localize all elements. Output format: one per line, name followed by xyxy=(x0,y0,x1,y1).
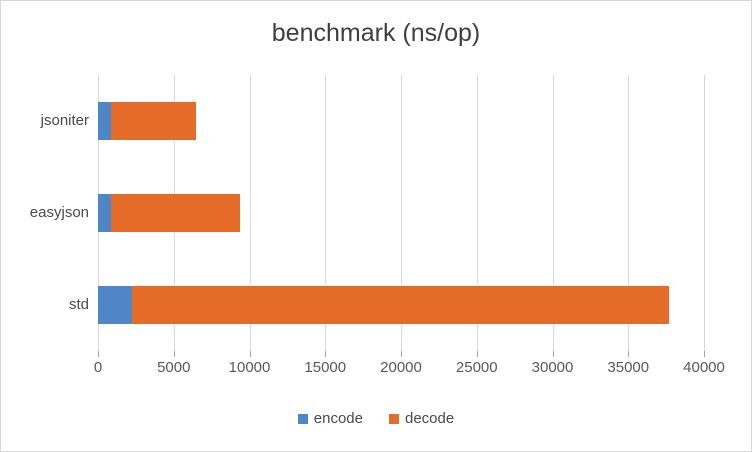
gridline xyxy=(476,75,478,351)
x-tick-label: 0 xyxy=(93,359,103,376)
axis-tick xyxy=(401,351,402,357)
category-label-std: std xyxy=(68,296,89,313)
stacked-bar-std xyxy=(98,286,670,324)
legend-swatch-decode xyxy=(389,413,399,424)
gridline xyxy=(704,75,705,351)
bar-segment-encode-std xyxy=(98,286,132,324)
gridline xyxy=(249,75,251,351)
bar-row-jsoniter xyxy=(98,75,704,167)
bar-segment-decode-std xyxy=(131,286,670,324)
x-tick-label: 5000 xyxy=(157,359,191,376)
x-tick-label: 15000 xyxy=(304,359,347,376)
axis-tick xyxy=(98,351,99,357)
x-tick-label: 35000 xyxy=(607,359,650,376)
stacked-bar-easyjson xyxy=(98,194,241,232)
legend-item-encode: encode xyxy=(297,410,363,427)
bar-segment-encode-jsoniter xyxy=(98,102,111,140)
axis-tick xyxy=(552,351,554,357)
gridline xyxy=(401,75,402,351)
axis-tick xyxy=(628,351,630,357)
axis-tick xyxy=(173,351,175,357)
plot-area xyxy=(98,75,705,357)
chart-title: benchmark (ns/op) xyxy=(271,19,481,47)
bar-segment-decode-easyjson xyxy=(111,194,241,232)
axis-tick xyxy=(476,351,478,357)
legend-label: decode xyxy=(405,410,455,427)
axis-tick xyxy=(249,351,251,357)
axis-tick xyxy=(704,351,705,357)
bar-row-easyjson xyxy=(98,167,704,259)
x-tick-label: 10000 xyxy=(228,359,271,376)
x-tick-label: 30000 xyxy=(531,359,574,376)
legend: encode decode xyxy=(1,410,751,427)
category-label-jsoniter: jsoniter xyxy=(40,112,89,129)
x-tick-label: 20000 xyxy=(380,359,422,376)
bar-row-std xyxy=(98,259,704,351)
gridline xyxy=(628,75,630,351)
legend-label: encode xyxy=(313,410,363,427)
x-tick-label: 40000 xyxy=(683,359,725,376)
category-label-easyjson: easyjson xyxy=(29,204,89,221)
bar-segment-decode-jsoniter xyxy=(110,102,196,140)
gridline xyxy=(552,75,554,351)
stacked-bar-jsoniter xyxy=(98,102,196,140)
axis-tick xyxy=(325,351,327,357)
legend-swatch-encode xyxy=(297,413,308,424)
gridline xyxy=(325,75,327,351)
x-tick-label: 25000 xyxy=(455,359,498,376)
bar-segment-encode-easyjson xyxy=(98,194,112,232)
legend-item-decode: decode xyxy=(389,410,454,427)
